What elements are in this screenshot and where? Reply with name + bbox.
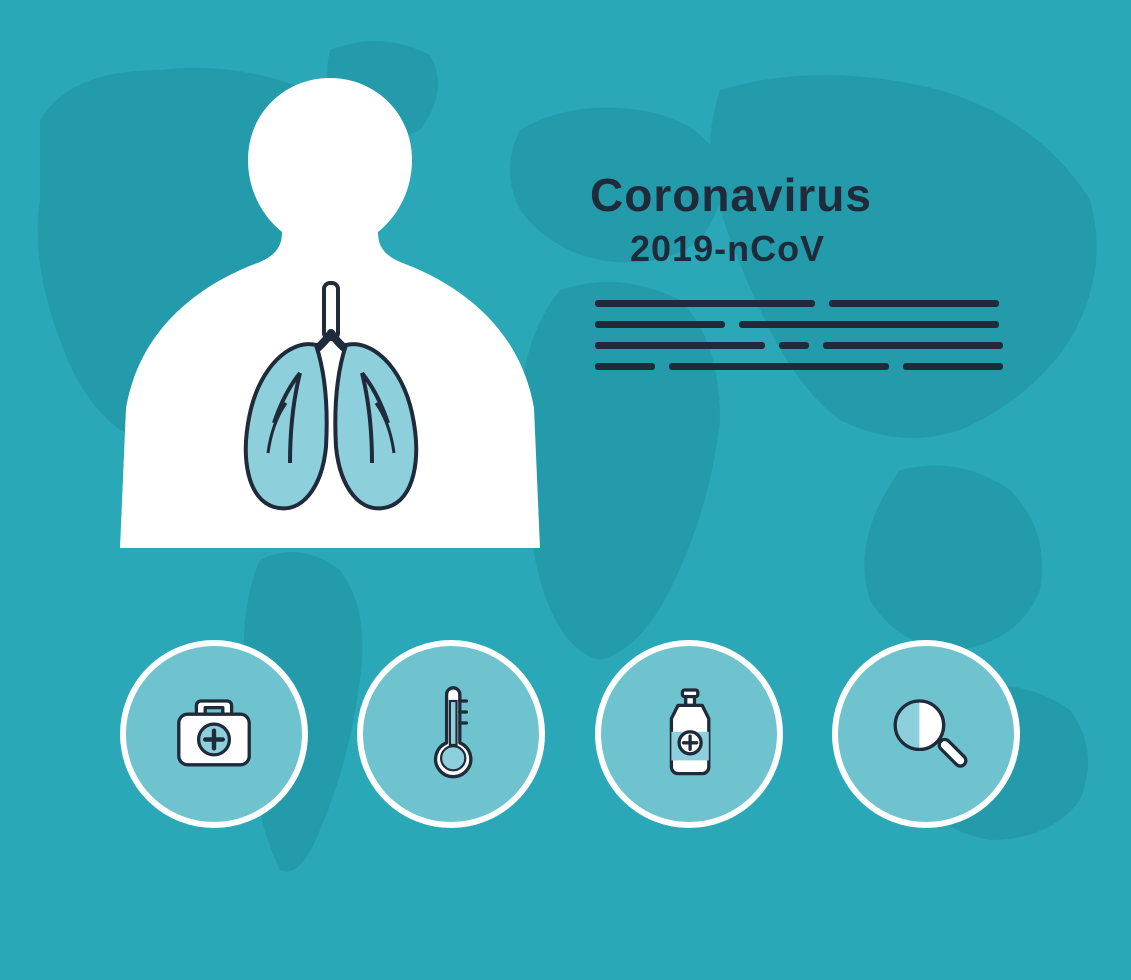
thermometer-icon (396, 679, 506, 789)
placeholder-segment (829, 300, 999, 307)
icon-row (120, 640, 1020, 828)
placeholder-segment (595, 300, 815, 307)
placeholder-segment (595, 363, 655, 370)
sanitizer-icon (634, 679, 744, 789)
title-text: Coronavirus (590, 168, 872, 222)
placeholder-segment (823, 342, 1003, 349)
icon-circle-magnifier (832, 640, 1020, 828)
placeholder-segment (903, 363, 1003, 370)
subtitle-text: 2019-nCoV (630, 228, 872, 270)
magnifier-icon (871, 679, 981, 789)
first-aid-kit-icon (159, 679, 269, 789)
title-block: Coronavirus 2019-nCoV (590, 168, 872, 270)
icon-circle-sanitizer (595, 640, 783, 828)
placeholder-segment (595, 321, 725, 328)
icon-circle-thermometer (357, 640, 545, 828)
placeholder-segment (669, 363, 889, 370)
placeholder-segment (739, 321, 999, 328)
placeholder-segment (779, 342, 809, 349)
placeholder-segment (595, 342, 765, 349)
infographic-canvas: Coronavirus 2019-nCoV (0, 0, 1131, 980)
placeholder-text-block (595, 300, 1003, 384)
human-silhouette (120, 78, 540, 548)
icon-circle-first-aid (120, 640, 308, 828)
